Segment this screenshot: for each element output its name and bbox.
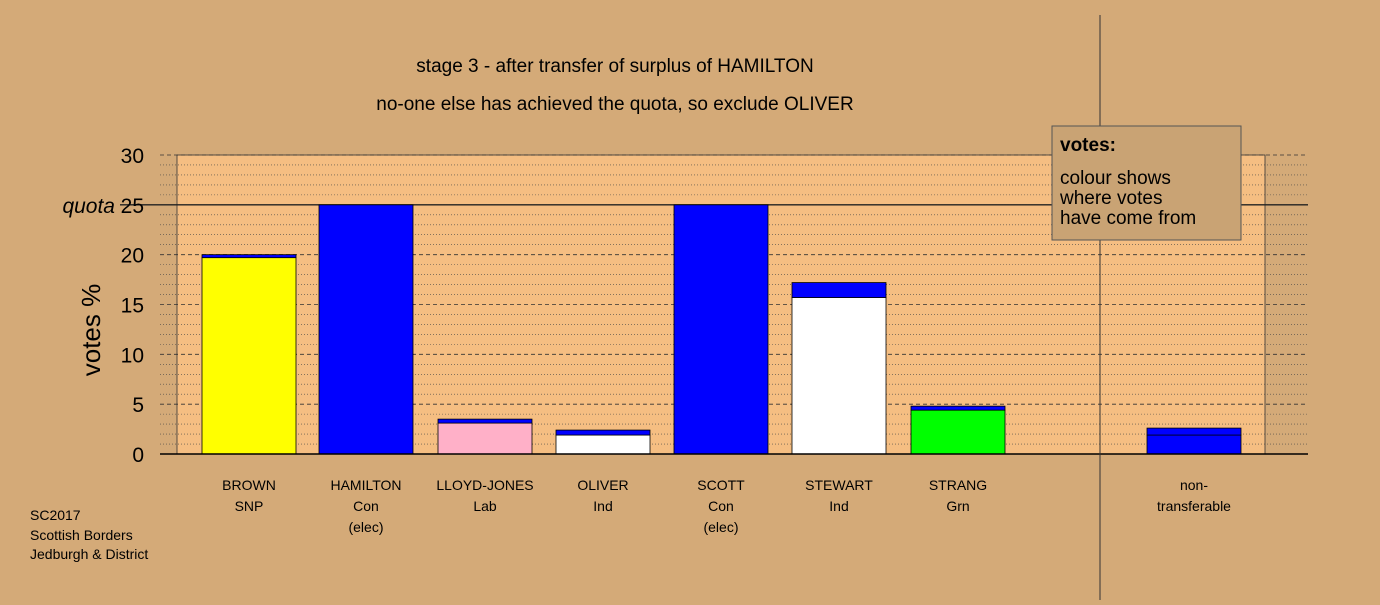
bar: [1146, 434, 1242, 455]
legend-heading: votes:: [1060, 135, 1116, 156]
x-tick-label: SCOTT: [697, 477, 745, 493]
legend: votes: colour shows where votes have com…: [1051, 125, 1242, 241]
x-tick-label: Grn: [946, 498, 969, 514]
y-tick-label: 30: [121, 145, 144, 168]
footer-line: Scottish Borders: [30, 527, 133, 543]
legend-line: where votes: [1059, 188, 1162, 209]
footer: SC2017 Scottish Borders Jedburgh & Distr…: [30, 507, 148, 562]
axes: 0 5 10 15 20 25 30 BROWN SNP HAMILTON Con (elec) LLO…: [121, 15, 1308, 600]
y-axis-label: votes %: [76, 284, 106, 377]
x-tick-label: SNP: [235, 498, 264, 514]
y-tick-label: 10: [121, 344, 144, 367]
bar-transfer-segment: [910, 405, 1006, 411]
y-tick-label: 0: [132, 444, 144, 467]
bar: [318, 204, 414, 455]
x-tick-label: Ind: [593, 498, 612, 514]
x-tick-label: (elec): [348, 519, 383, 535]
bars: [201, 204, 1242, 455]
bar-transfer-segment: [437, 418, 533, 424]
x-tick-label: (elec): [703, 519, 738, 535]
x-tick-label: Con: [708, 498, 734, 514]
bar: [673, 204, 769, 455]
quota-label: quota: [62, 195, 115, 218]
x-tick-label: BROWN: [222, 477, 276, 493]
bar-transfer-segment: [555, 429, 651, 436]
bar: [437, 422, 533, 455]
x-tick-label: non-: [1180, 477, 1208, 493]
x-tick-label: transferable: [1157, 498, 1231, 514]
y-tick-label: 20: [121, 245, 144, 268]
x-tick-label: STRANG: [929, 477, 987, 493]
x-tick-label: Ind: [829, 498, 848, 514]
bar-transfer-segment: [1146, 427, 1242, 436]
x-tick-label: HAMILTON: [330, 477, 401, 493]
legend-background: [1051, 125, 1242, 241]
x-tick-label: Lab: [473, 498, 497, 514]
x-tick-label: STEWART: [805, 477, 873, 493]
x-tick-label: OLIVER: [577, 477, 628, 493]
chart-subtitle: no-one else has achieved the quota, so e…: [376, 94, 853, 115]
x-tick-label: Con: [353, 498, 379, 514]
bar: [791, 297, 887, 455]
legend-line: colour shows: [1060, 168, 1171, 189]
bar: [201, 257, 297, 455]
bar-transfer-segment: [791, 282, 887, 298]
x-tick-label: LLOYD-JONES: [436, 477, 533, 493]
y-tick-label: 25: [121, 195, 144, 218]
bar: [555, 434, 651, 455]
y-tick-label: 15: [121, 295, 144, 318]
footer-line: Jedburgh & District: [30, 546, 148, 562]
bar: [910, 409, 1006, 455]
footer-line: SC2017: [30, 507, 81, 523]
bar-transfer-segment: [201, 254, 297, 259]
y-tick-label: 5: [132, 394, 144, 417]
chart-title: stage 3 - after transfer of surplus of H…: [416, 56, 813, 77]
legend-line: have come from: [1060, 208, 1196, 229]
